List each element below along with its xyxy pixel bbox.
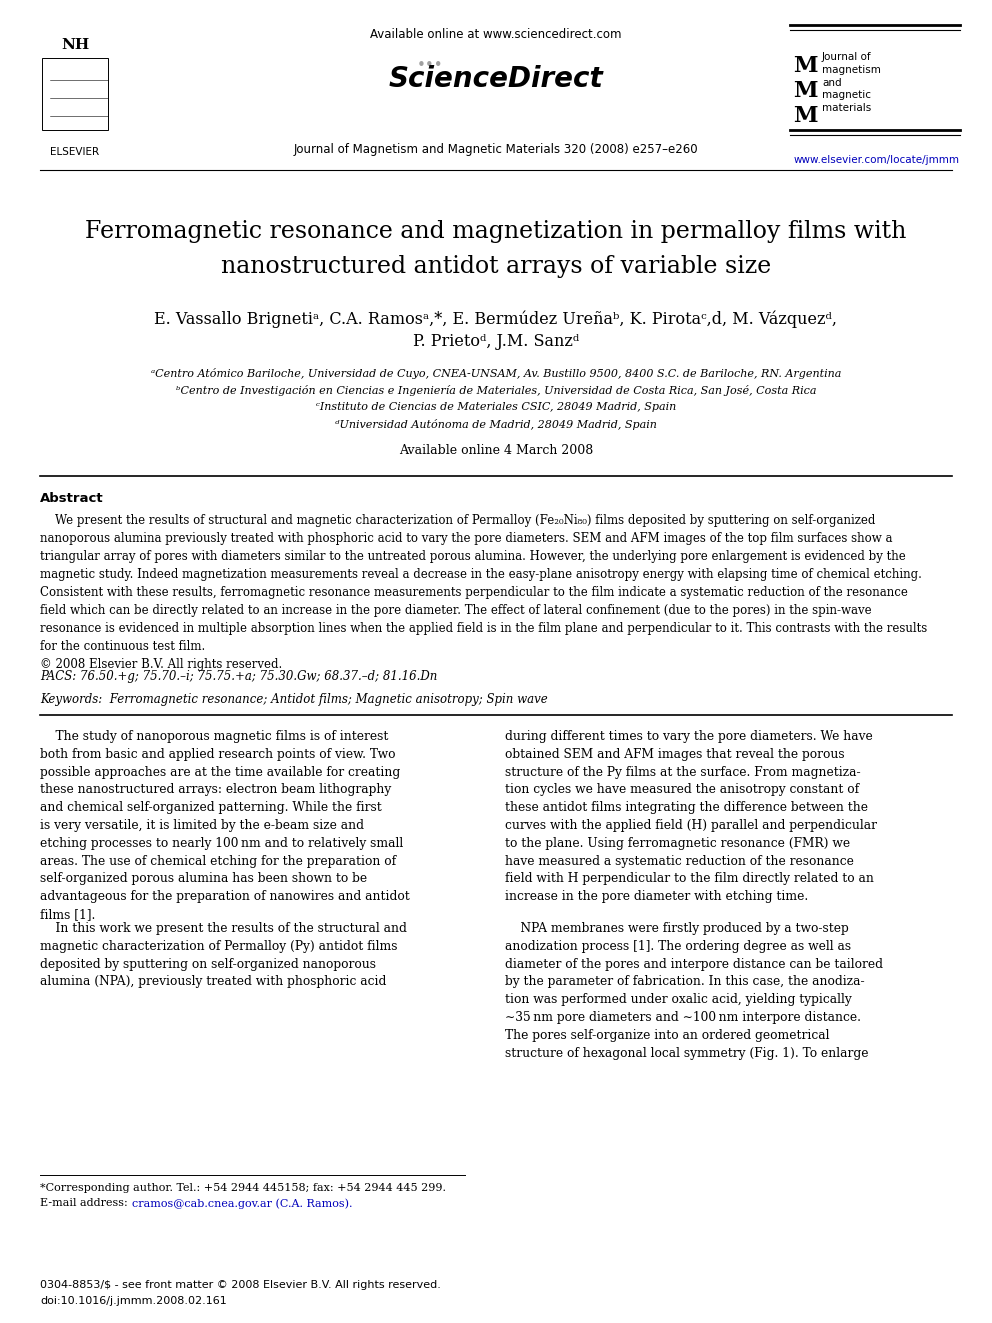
Text: M: M [793, 56, 817, 77]
Text: ᵈUniversidad Autónoma de Madrid, 28049 Madrid, Spain: ᵈUniversidad Autónoma de Madrid, 28049 M… [335, 419, 657, 430]
Text: Journal of Magnetism and Magnetic Materials 320 (2008) e257–e260: Journal of Magnetism and Magnetic Materi… [294, 143, 698, 156]
Text: ᵃCentro Atómico Bariloche, Universidad de Cuyo, CNEA-UNSAM, Av. Bustillo 9500, 8: ᵃCentro Atómico Bariloche, Universidad d… [151, 368, 841, 378]
Text: We present the results of structural and magnetic characterization of Permalloy : We present the results of structural and… [40, 515, 928, 671]
Text: cramos@cab.cnea.gov.ar (C.A. Ramos).: cramos@cab.cnea.gov.ar (C.A. Ramos). [132, 1199, 352, 1209]
Text: E. Vassallo Brignetiᵃ, C.A. Ramosᵃ,*, E. Bermúdez Ureñaᵇ, K. Pirotaᶜ,d, M. Vázqu: E. Vassallo Brignetiᵃ, C.A. Ramosᵃ,*, E.… [155, 310, 837, 328]
Text: 0304-8853/$ - see front matter © 2008 Elsevier B.V. All rights reserved.: 0304-8853/$ - see front matter © 2008 El… [40, 1279, 440, 1290]
Text: Available online 4 March 2008: Available online 4 March 2008 [399, 445, 593, 456]
Text: •••: ••• [417, 58, 443, 73]
Text: Ferromagnetic resonance and magnetization in permalloy films with: Ferromagnetic resonance and magnetizatio… [85, 220, 907, 243]
Text: E-mail address:: E-mail address: [40, 1199, 131, 1208]
Text: ᶜInstituto de Ciencias de Materiales CSIC, 28049 Madrid, Spain: ᶜInstituto de Ciencias de Materiales CSI… [315, 402, 677, 411]
Text: PACS: 76.50.+g; 75.70.–i; 75.75.+a; 75.30.Gw; 68.37.–d; 81.16.Dn: PACS: 76.50.+g; 75.70.–i; 75.75.+a; 75.3… [40, 669, 437, 683]
Text: P. Prietoᵈ, J.M. Sanzᵈ: P. Prietoᵈ, J.M. Sanzᵈ [413, 333, 579, 351]
Text: ᵇCentro de Investigación en Ciencias e Ingeniería de Materiales, Universidad de : ᵇCentro de Investigación en Ciencias e I… [176, 385, 816, 396]
Text: doi:10.1016/j.jmmm.2008.02.161: doi:10.1016/j.jmmm.2008.02.161 [40, 1297, 227, 1306]
Text: ELSEVIER: ELSEVIER [51, 147, 99, 157]
Text: *Corresponding author. Tel.: +54 2944 445158; fax: +54 2944 445 299.: *Corresponding author. Tel.: +54 2944 44… [40, 1183, 446, 1193]
Text: during different times to vary the pore diameters. We have
obtained SEM and AFM : during different times to vary the pore … [505, 730, 877, 904]
Text: M: M [793, 105, 817, 127]
Text: NPA membranes were firstly produced by a two-step
anodization process [1]. The o: NPA membranes were firstly produced by a… [505, 922, 883, 1060]
Text: Journal of
magnetism
and
magnetic
materials: Journal of magnetism and magnetic materi… [822, 52, 881, 114]
Text: M: M [793, 79, 817, 102]
Text: Abstract: Abstract [40, 492, 103, 505]
Text: NH: NH [61, 38, 89, 52]
Text: In this work we present the results of the structural and
magnetic characterizat: In this work we present the results of t… [40, 922, 407, 988]
Text: Available online at www.sciencedirect.com: Available online at www.sciencedirect.co… [370, 28, 622, 41]
Text: nanostructured antidot arrays of variable size: nanostructured antidot arrays of variabl… [221, 255, 771, 278]
Text: www.elsevier.com/locate/jmmm: www.elsevier.com/locate/jmmm [794, 155, 960, 165]
Text: Keywords:  Ferromagnetic resonance; Antidot films; Magnetic anisotropy; Spin wav: Keywords: Ferromagnetic resonance; Antid… [40, 693, 548, 706]
Text: ScienceDirect: ScienceDirect [389, 65, 603, 93]
Text: The study of nanoporous magnetic films is of interest
both from basic and applie: The study of nanoporous magnetic films i… [40, 730, 410, 921]
